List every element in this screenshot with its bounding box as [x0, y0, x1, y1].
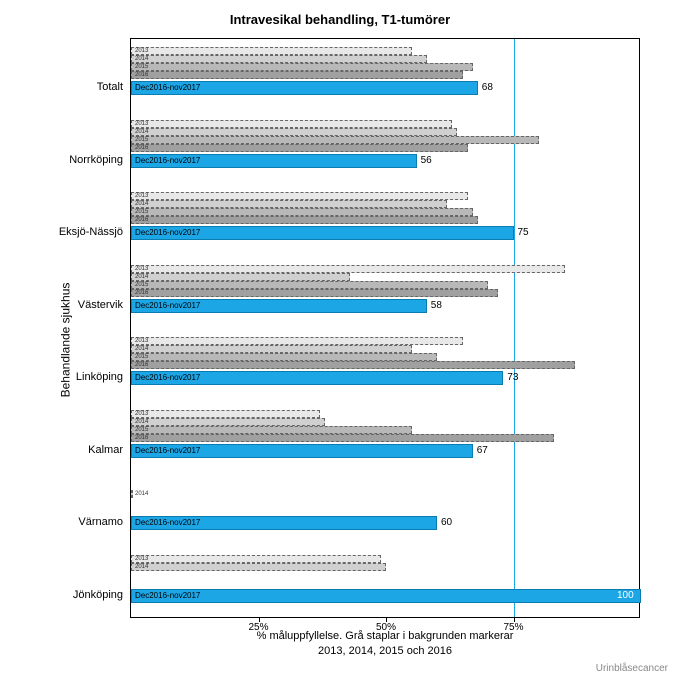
history-year-label: 2013	[135, 555, 148, 563]
history-bar	[131, 337, 463, 345]
history-year-label: 2013	[135, 265, 148, 273]
current-period-label: Dec2016-nov2017	[135, 371, 200, 385]
history-bar	[131, 273, 350, 281]
current-value-label: 58	[431, 299, 442, 313]
history-bar	[131, 555, 381, 563]
category-group: 20132014Dec2016-nov2017100Jönköping	[131, 547, 639, 620]
history-bar	[131, 192, 468, 200]
category-group: 2013201420152016Dec2016-nov201758Västerv…	[131, 257, 639, 330]
history-bar	[131, 410, 320, 418]
history-year-label: 2013	[135, 192, 148, 200]
history-year-label: 2013	[135, 120, 148, 128]
category-group: 2013201420152016Dec2016-nov201773Linköpi…	[131, 329, 639, 402]
category-label: Västervik	[3, 299, 123, 311]
plot-area: 25%50%75%2013201420152016Dec2016-nov2017…	[130, 38, 640, 618]
history-year-label: 2014	[135, 490, 148, 498]
history-year-label: 2016	[135, 361, 148, 369]
category-label: Kalmar	[3, 444, 123, 456]
history-year-label: 2013	[135, 410, 148, 418]
history-bar	[131, 208, 473, 216]
history-bar	[131, 281, 488, 289]
history-bar	[131, 361, 575, 369]
history-year-label: 2015	[135, 281, 148, 289]
history-bar	[131, 63, 473, 71]
history-year-label: 2015	[135, 63, 148, 71]
history-bar	[131, 55, 427, 63]
current-value-label: 67	[477, 444, 488, 458]
history-year-label: 2016	[135, 71, 148, 79]
history-bar	[131, 265, 565, 273]
category-group: 2013201420152016Dec2016-nov201768Totalt	[131, 39, 639, 112]
current-value-label: 75	[518, 226, 529, 240]
history-year-label: 2016	[135, 144, 148, 152]
category-label: Eksjö-Nässjö	[3, 226, 123, 238]
history-bar	[131, 345, 412, 353]
history-bar	[131, 289, 498, 297]
category-label: Totalt	[3, 81, 123, 93]
history-bar	[131, 418, 325, 426]
current-period-label: Dec2016-nov2017	[135, 299, 200, 313]
history-bar	[131, 216, 478, 224]
current-period-label: Dec2016-nov2017	[135, 516, 200, 530]
history-bar	[131, 563, 386, 571]
history-bar	[131, 47, 412, 55]
current-value-label: 56	[421, 154, 432, 168]
current-period-label: Dec2016-nov2017	[135, 154, 200, 168]
current-value-label: 60	[441, 516, 452, 530]
history-year-label: 2014	[135, 563, 148, 571]
history-year-label: 2016	[135, 434, 148, 442]
current-value-label: 68	[482, 81, 493, 95]
history-bar	[131, 200, 447, 208]
history-bar	[131, 120, 452, 128]
history-bar	[131, 353, 437, 361]
history-bar	[131, 128, 457, 136]
category-group: 2014Dec2016-nov201760Värnamo	[131, 474, 639, 547]
history-year-label: 2015	[135, 353, 148, 361]
current-period-label: Dec2016-nov2017	[135, 589, 200, 603]
history-bar	[131, 71, 463, 79]
history-year-label: 2014	[135, 345, 148, 353]
history-year-label: 2013	[135, 47, 148, 55]
chart-title: Intravesikal behandling, T1-tumörer	[0, 12, 680, 27]
history-year-label: 2014	[135, 55, 148, 63]
history-year-label: 2015	[135, 208, 148, 216]
history-bar	[131, 136, 539, 144]
category-label: Värnamo	[3, 516, 123, 528]
footer-text: Urinblåsecancer	[596, 663, 668, 674]
history-year-label: 2014	[135, 418, 148, 426]
history-year-label: 2016	[135, 289, 148, 297]
current-value-label: 73	[507, 371, 518, 385]
history-year-label: 2015	[135, 426, 148, 434]
category-label: Norrköping	[3, 154, 123, 166]
current-bar	[131, 589, 641, 603]
history-year-label: 2015	[135, 136, 148, 144]
category-label: Jönköping	[3, 589, 123, 601]
category-group: 2013201420152016Dec2016-nov201767Kalmar	[131, 402, 639, 475]
x-axis-label: % måluppfyllelse. Grå staplar i bakgrund…	[130, 629, 640, 658]
history-year-label: 2016	[135, 216, 148, 224]
current-period-label: Dec2016-nov2017	[135, 444, 200, 458]
history-bar	[131, 490, 133, 498]
history-bar	[131, 434, 554, 442]
history-year-label: 2014	[135, 128, 148, 136]
history-year-label: 2014	[135, 273, 148, 281]
current-period-label: Dec2016-nov2017	[135, 81, 200, 95]
history-bar	[131, 426, 412, 434]
history-bar	[131, 144, 468, 152]
current-period-label: Dec2016-nov2017	[135, 226, 200, 240]
category-group: 2013201420152016Dec2016-nov201756Norrköp…	[131, 112, 639, 185]
history-year-label: 2014	[135, 200, 148, 208]
current-value-label: 100	[617, 589, 634, 603]
category-label: Linköping	[3, 371, 123, 383]
history-year-label: 2013	[135, 337, 148, 345]
category-group: 2013201420152016Dec2016-nov201775Eksjö-N…	[131, 184, 639, 257]
